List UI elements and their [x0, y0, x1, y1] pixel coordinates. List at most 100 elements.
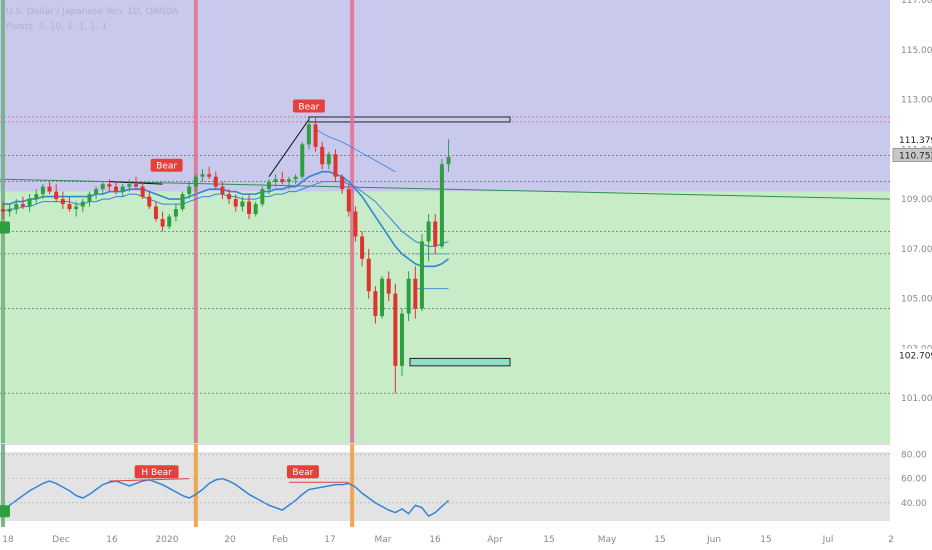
candle[interactable]	[54, 184, 59, 202]
candle[interactable]	[14, 199, 19, 215]
candle[interactable]	[1, 201, 5, 220]
price-axis-tick: 109.000	[901, 195, 932, 205]
candle[interactable]	[74, 201, 79, 217]
candle[interactable]	[153, 201, 158, 222]
candle[interactable]	[134, 176, 138, 190]
candle[interactable]	[413, 266, 418, 319]
candle[interactable]	[180, 191, 185, 212]
candle[interactable]	[253, 201, 258, 217]
candle[interactable]	[233, 194, 238, 212]
candle[interactable]	[27, 194, 32, 212]
candle-body	[107, 184, 112, 187]
candle[interactable]	[200, 169, 205, 182]
candle[interactable]	[260, 186, 265, 207]
candle[interactable]	[140, 181, 145, 200]
candle[interactable]	[326, 151, 331, 170]
candle[interactable]	[160, 211, 165, 232]
candle[interactable]	[373, 286, 378, 324]
candle[interactable]	[426, 214, 431, 262]
candle-body	[74, 206, 79, 210]
candle-body	[193, 176, 198, 187]
candle-body	[340, 176, 345, 190]
candle[interactable]	[439, 159, 444, 249]
candle[interactable]	[20, 196, 25, 210]
candle[interactable]	[47, 181, 52, 195]
candle[interactable]	[247, 194, 252, 220]
candle[interactable]	[446, 139, 451, 172]
candle[interactable]	[306, 119, 311, 150]
candle[interactable]	[273, 174, 278, 187]
candle-body	[240, 201, 245, 207]
candle[interactable]	[213, 171, 218, 190]
candle-body	[54, 191, 59, 200]
candle[interactable]	[147, 191, 152, 210]
price-axis-tick: 101.000	[901, 394, 932, 404]
candle[interactable]	[60, 191, 65, 210]
candle[interactable]	[406, 271, 411, 322]
candle[interactable]	[353, 206, 358, 242]
price-axis-tick: 115.000	[901, 46, 932, 56]
candle[interactable]	[313, 116, 318, 152]
candle[interactable]	[240, 196, 245, 212]
candle-body	[293, 176, 298, 180]
candle[interactable]	[193, 174, 198, 192]
candle[interactable]	[340, 174, 345, 195]
candle[interactable]	[267, 179, 271, 195]
time-axis-tick: 20	[224, 535, 236, 545]
candle[interactable]	[346, 184, 351, 217]
indicator-lines	[2, 129, 450, 290]
time-axis-tick: 16	[429, 535, 441, 545]
candle-body	[14, 204, 19, 210]
candle[interactable]	[34, 189, 39, 205]
candle-body	[47, 186, 52, 192]
candle[interactable]	[100, 181, 105, 195]
candle[interactable]	[280, 171, 285, 185]
signal-tag: Bear	[286, 465, 319, 479]
candle-body	[326, 154, 331, 165]
candle[interactable]	[114, 181, 119, 195]
candle-body	[247, 201, 252, 215]
candle[interactable]	[433, 214, 438, 254]
candle[interactable]	[400, 308, 404, 376]
candle[interactable]	[419, 233, 424, 312]
price-tag: 102.709	[893, 348, 932, 362]
candle[interactable]	[127, 179, 132, 192]
candlesticks[interactable]	[1, 116, 451, 394]
candle[interactable]	[360, 231, 365, 267]
candle[interactable]	[366, 248, 371, 299]
oscillator-line[interactable]	[2, 477, 450, 518]
candle[interactable]	[167, 214, 172, 229]
oscillator-axis-tick: 60.00	[901, 475, 927, 485]
candle[interactable]	[7, 204, 12, 217]
candle[interactable]	[80, 199, 85, 212]
candle[interactable]	[207, 166, 212, 180]
indicator-line	[3, 170, 450, 268]
price-axis-tick: 107.000	[901, 245, 932, 255]
candle[interactable]	[40, 184, 45, 200]
signal-tag-label: Bear	[156, 162, 177, 172]
price-tag-box	[893, 348, 932, 362]
candle-body	[419, 241, 424, 309]
candle[interactable]	[107, 179, 112, 192]
candle-body	[1, 209, 5, 212]
candle[interactable]	[67, 196, 72, 212]
candle[interactable]	[94, 186, 99, 200]
candle[interactable]	[120, 184, 125, 197]
candle[interactable]	[386, 271, 391, 302]
candle[interactable]	[227, 189, 232, 205]
candle[interactable]	[293, 174, 298, 185]
candle[interactable]	[333, 149, 338, 182]
candle[interactable]	[87, 191, 92, 207]
candle[interactable]	[393, 283, 398, 394]
candle[interactable]	[220, 181, 225, 200]
candle[interactable]	[300, 141, 305, 180]
candle[interactable]	[286, 176, 291, 190]
candle[interactable]	[187, 181, 192, 200]
candle[interactable]	[320, 141, 325, 170]
candle[interactable]	[380, 276, 385, 319]
oscillator-panel[interactable]	[0, 454, 890, 518]
candle[interactable]	[173, 204, 178, 222]
